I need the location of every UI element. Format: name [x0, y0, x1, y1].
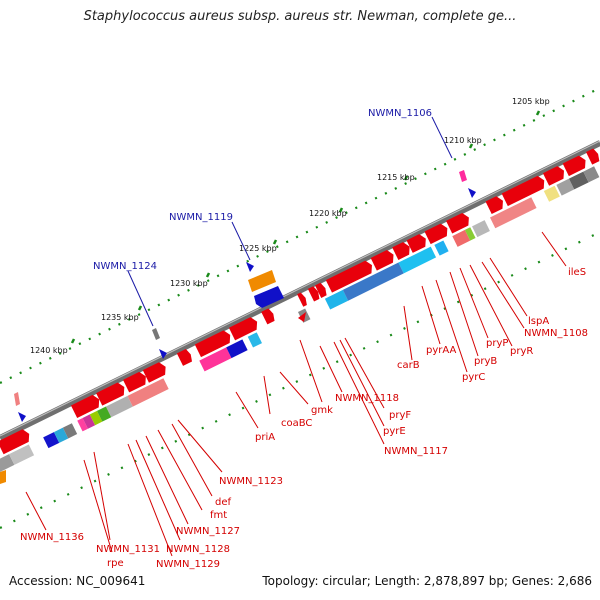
forward-strand-genes	[0, 148, 600, 455]
gene-arrow[interactable]	[142, 360, 169, 383]
gene-label-red[interactable]: fmt	[210, 510, 227, 521]
kbp-label: 1240 kbp	[30, 346, 68, 355]
gene-arrow[interactable]	[96, 381, 127, 406]
gene-label-red[interactable]: NWMN_1128	[166, 544, 230, 555]
gene-label-red[interactable]: NWMN_1123	[219, 476, 283, 487]
gene-label-red[interactable]: NWMN_1131	[96, 544, 160, 555]
scale-major-ticks	[70, 110, 541, 344]
gene-label-red[interactable]: pryR	[510, 346, 533, 357]
gene-label-red[interactable]: pyrAA	[426, 345, 456, 356]
gene-label-red[interactable]: NWMN_1118	[335, 393, 399, 404]
genome-backbone	[0, 140, 600, 441]
gene-arrow[interactable]	[501, 174, 548, 207]
gene-label-red[interactable]: pyrC	[462, 372, 485, 383]
feature-block-orange	[0, 470, 6, 484]
kbp-label: 1225 kbp	[239, 244, 277, 253]
kbp-label: 1210 kbp	[444, 136, 482, 145]
gene-label-red[interactable]: pryB	[474, 356, 497, 367]
feature-block-grey	[152, 328, 160, 340]
genome-backbone-highlight	[0, 140, 600, 437]
gene-arrow[interactable]	[194, 329, 233, 358]
gene-label-blue[interactable]: NWMN_1124	[93, 261, 157, 272]
genome-title: Staphylococcus aureus subsp. aureus str.…	[83, 9, 517, 24]
feature-block-pink	[459, 170, 467, 182]
gene-label-red[interactable]: carB	[397, 360, 420, 371]
gene-arrow[interactable]	[228, 315, 260, 341]
gene-arrow[interactable]	[562, 154, 589, 177]
topology-text: Topology: circular; Length: 2,878,897 bp…	[262, 574, 592, 588]
feature-block-blue	[254, 286, 284, 308]
gene-label-red[interactable]: priA	[255, 432, 275, 443]
feature-block-pink	[14, 392, 20, 406]
lower-tick-row	[0, 231, 600, 529]
kbp-label: 1215 kbp	[377, 173, 415, 182]
gene-arrow[interactable]	[325, 259, 375, 293]
kbp-label: 1220 kbp	[309, 209, 347, 218]
gene-label-red[interactable]: NWMN_1108	[524, 328, 588, 339]
gene-label-red[interactable]: pryP	[486, 338, 508, 349]
gene-arrow-small[interactable]	[298, 312, 306, 322]
gene-label-red[interactable]: NWMN_1117	[384, 446, 448, 457]
red-leader-lines	[25, 231, 567, 557]
gene-arrow[interactable]	[307, 285, 321, 302]
gene-arrow[interactable]	[392, 240, 413, 260]
gene-arrow[interactable]	[123, 370, 149, 393]
gene-arrow[interactable]	[406, 232, 429, 253]
gene-label-red[interactable]: lspA	[528, 316, 549, 327]
gene-label-red[interactable]: ileS	[568, 267, 586, 278]
kbp-label: 1205 kbp	[512, 97, 550, 106]
scale-dotted-line	[0, 87, 600, 384]
gene-arrow[interactable]	[485, 194, 507, 215]
blue-marker-triangles	[18, 188, 476, 422]
gene-label-red[interactable]: NWMN_1136	[20, 532, 84, 543]
gene-label-red[interactable]: rpe	[107, 558, 124, 569]
gene-label-blue[interactable]: NWMN_1106	[368, 108, 432, 119]
gene-arrow[interactable]	[0, 428, 32, 455]
kbp-label: 1230 kbp	[170, 279, 208, 288]
gene-arrow[interactable]	[446, 211, 472, 234]
gene-arrow[interactable]	[176, 348, 194, 366]
gene-arrow[interactable]	[542, 164, 567, 186]
kbp-label: 1235 kbp	[101, 313, 139, 322]
gene-label-blue[interactable]: NWMN_1119	[169, 212, 233, 223]
gene-arrow[interactable]	[261, 307, 276, 325]
gene-arrow[interactable]	[70, 393, 102, 419]
accession-text: Accession: NC_009641	[9, 574, 146, 588]
gene-arrow[interactable]	[370, 248, 397, 271]
gene-label-red[interactable]: NWMN_1127	[176, 526, 240, 537]
blue-leader-lines	[127, 116, 453, 327]
gene-label-red[interactable]: gmk	[311, 405, 333, 416]
gene-label-red[interactable]: coaBC	[281, 418, 312, 429]
gene-label-red[interactable]: pyrE	[383, 426, 406, 437]
feature-block-orange	[248, 270, 276, 292]
gene-label-red[interactable]: pryF	[389, 410, 411, 421]
gene-arrow[interactable]	[315, 282, 328, 298]
gene-arrow[interactable]	[297, 292, 309, 307]
gene-label-red[interactable]: def	[215, 497, 232, 508]
gene-label-red[interactable]: NWMN_1129	[156, 559, 220, 570]
gene-arrow[interactable]	[424, 222, 451, 245]
gene-arrow[interactable]	[586, 148, 600, 165]
